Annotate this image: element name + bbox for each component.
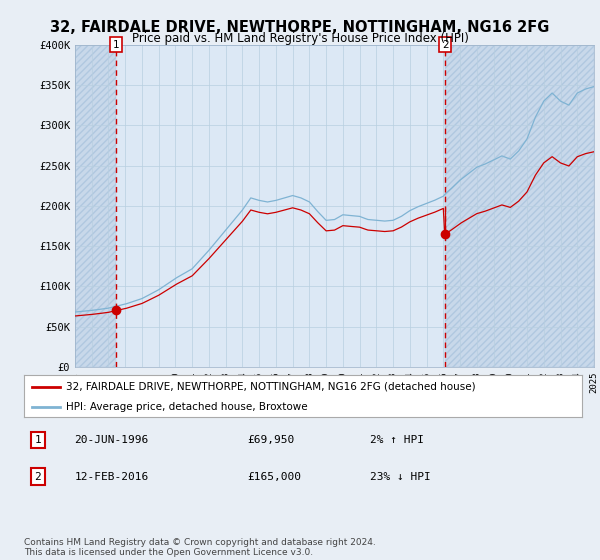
Text: 1: 1 bbox=[35, 435, 41, 445]
Text: £69,950: £69,950 bbox=[247, 435, 295, 445]
Text: £165,000: £165,000 bbox=[247, 472, 301, 482]
Text: 12-FEB-2016: 12-FEB-2016 bbox=[74, 472, 148, 482]
Text: Price paid vs. HM Land Registry's House Price Index (HPI): Price paid vs. HM Land Registry's House … bbox=[131, 32, 469, 45]
Text: 1: 1 bbox=[113, 40, 119, 50]
Text: Contains HM Land Registry data © Crown copyright and database right 2024.
This d: Contains HM Land Registry data © Crown c… bbox=[24, 538, 376, 557]
Text: 23% ↓ HPI: 23% ↓ HPI bbox=[370, 472, 431, 482]
Bar bbox=[445, 45, 594, 367]
Bar bbox=[75, 45, 116, 367]
Bar bbox=[445, 45, 594, 367]
Text: 32, FAIRDALE DRIVE, NEWTHORPE, NOTTINGHAM, NG16 2FG: 32, FAIRDALE DRIVE, NEWTHORPE, NOTTINGHA… bbox=[50, 20, 550, 35]
Text: HPI: Average price, detached house, Broxtowe: HPI: Average price, detached house, Brox… bbox=[66, 402, 307, 412]
Text: 2% ↑ HPI: 2% ↑ HPI bbox=[370, 435, 424, 445]
Text: 20-JUN-1996: 20-JUN-1996 bbox=[74, 435, 148, 445]
Bar bbox=[75, 45, 116, 367]
Text: 32, FAIRDALE DRIVE, NEWTHORPE, NOTTINGHAM, NG16 2FG (detached house): 32, FAIRDALE DRIVE, NEWTHORPE, NOTTINGHA… bbox=[66, 381, 475, 391]
Text: 2: 2 bbox=[35, 472, 41, 482]
Text: 2: 2 bbox=[442, 40, 449, 50]
